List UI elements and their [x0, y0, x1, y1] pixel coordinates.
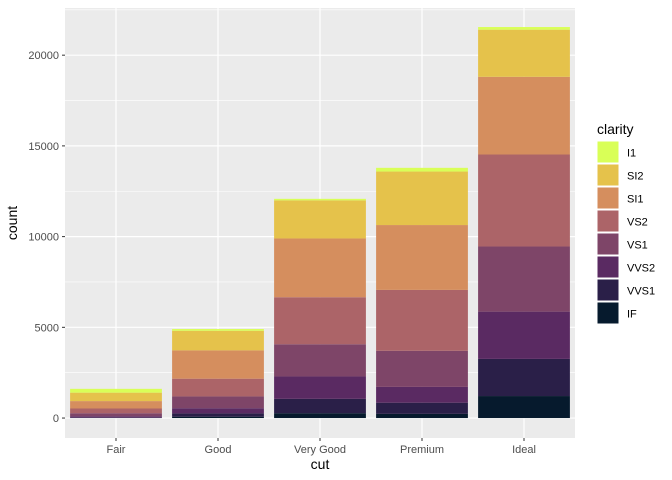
bar-segment-ideal-si2: [478, 29, 570, 77]
bar-segment-ideal-i1: [478, 27, 570, 30]
bar-segment-fair-vvs2: [70, 416, 162, 418]
bar-segment-premium-vs1: [376, 350, 468, 387]
bar-segment-good-if: [172, 416, 264, 419]
y-tick-label: 0: [53, 413, 59, 425]
bar-segment-good-vvs1: [172, 413, 264, 417]
bar-segment-premium-vvs2: [376, 386, 468, 403]
legend-key-if: [596, 301, 620, 325]
bar-segment-good-vvs2: [172, 408, 264, 414]
bar-segment-premium-i1: [376, 167, 468, 172]
legend-key-vvs1: [596, 278, 620, 302]
x-axis-label: cut: [311, 456, 330, 472]
y-tick-label: 20000: [28, 50, 59, 62]
legend-label: IF: [627, 309, 637, 321]
bar-segment-ideal-vs2: [478, 154, 570, 247]
legend-key-vs1: [596, 232, 620, 256]
y-axis-label: count: [4, 206, 20, 240]
bar-segment-very-good-vs1: [274, 344, 366, 377]
legend-label: VVS1: [627, 286, 655, 298]
legend-label: VVS2: [627, 263, 655, 275]
bar-segment-good-vs2: [172, 378, 264, 397]
legend-key-vs2: [596, 209, 620, 233]
bar-segment-very-good-if: [274, 413, 366, 419]
bar-segment-premium-si2: [376, 171, 468, 226]
bar-segment-very-good-si2: [274, 200, 366, 239]
bar-segment-fair-vs2: [70, 408, 162, 414]
bar-segment-good-si1: [172, 350, 264, 379]
bar-segment-ideal-vvs2: [478, 311, 570, 359]
legend-label: I1: [627, 148, 636, 160]
y-tick-label: 5000: [35, 322, 59, 334]
bar-segment-very-good-vvs1: [274, 398, 366, 414]
bar-segment-ideal-vvs1: [478, 358, 570, 397]
bar-segment-fair-si1: [70, 401, 162, 409]
legend-key-i1: [596, 140, 620, 164]
bar-segment-good-si2: [172, 330, 264, 351]
x-tick-label: Ideal: [512, 444, 536, 456]
legend-label: SI1: [627, 194, 644, 206]
legend-key-si1: [596, 186, 620, 210]
bar-segment-ideal-vs1: [478, 246, 570, 312]
y-tick-label: 15000: [28, 141, 59, 153]
bar-segment-good-vs1: [172, 396, 264, 409]
x-tick-label: Fair: [107, 444, 126, 456]
bar-segment-very-good-i1: [274, 198, 366, 201]
legend-label: SI2: [627, 171, 644, 183]
bar-segment-very-good-vvs2: [274, 376, 366, 399]
bar-segment-very-good-vs2: [274, 297, 366, 345]
bar-segment-premium-vvs1: [376, 402, 468, 414]
x-tick-label: Good: [205, 444, 232, 456]
bar-segment-fair-si2: [70, 392, 162, 402]
bar-segment-premium-if: [376, 413, 468, 419]
legend-key-vvs2: [596, 255, 620, 279]
x-tick-label: Very Good: [294, 444, 346, 456]
legend-key-si2: [596, 163, 620, 187]
y-tick-label: 10000: [28, 232, 59, 244]
bar-segment-premium-vs2: [376, 289, 468, 351]
bar-segment-premium-si1: [376, 225, 468, 290]
legend-label: VS2: [627, 217, 648, 229]
bar-segment-fair-vs1: [70, 413, 162, 417]
legend-label: VS1: [627, 240, 648, 252]
bar-segment-ideal-if: [478, 396, 570, 419]
bar-segment-fair-i1: [70, 388, 162, 393]
bar-segment-very-good-si1: [274, 238, 366, 298]
legend-title: clarity: [597, 121, 634, 137]
bar-segment-ideal-si1: [478, 76, 570, 155]
legend: clarity I1 SI2 SI1 VS2 VS1 VVS2 VVS1 IF: [596, 121, 655, 325]
x-tick-label: Premium: [400, 444, 444, 456]
bar-segment-good-i1: [172, 329, 264, 331]
